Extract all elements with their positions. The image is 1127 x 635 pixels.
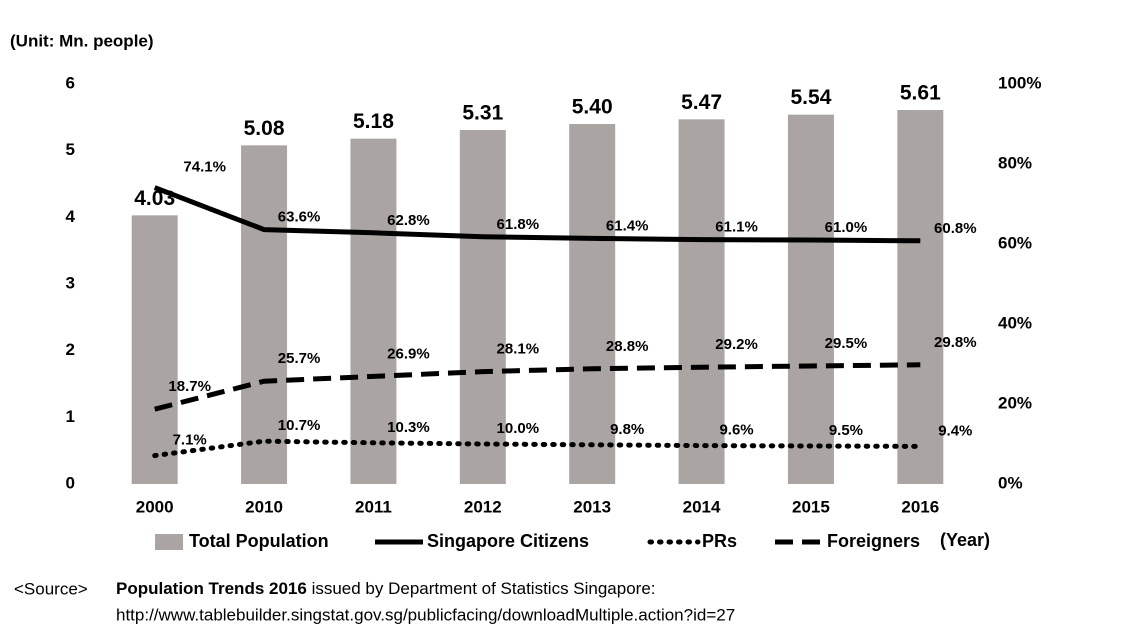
line-solid [153, 185, 921, 244]
line-value-label: 63.6% [278, 209, 321, 226]
line-dashed [154, 362, 921, 412]
y-tick-label: 6 [66, 73, 75, 92]
line-value-label: 9.6% [719, 422, 753, 439]
y2-tick-label: 40% [998, 313, 1032, 332]
line-value-label: 61.8% [497, 216, 540, 233]
bar-value-label: 5.08 [244, 117, 285, 140]
source-url: http://www.tablebuilder.singstat.gov.sg/… [116, 605, 735, 624]
y-tick-label: 4 [66, 207, 76, 226]
source-text: issued by Department of Statistics Singa… [312, 579, 656, 598]
line-value-label: 29.5% [825, 335, 868, 352]
line-value-label: 9.4% [938, 422, 972, 439]
line-value-label: 10.7% [278, 417, 321, 434]
bar-value-label: 5.18 [353, 110, 394, 133]
bar [787, 114, 834, 485]
x-tick-label: 2014 [683, 497, 721, 516]
source-line: Population Trends 2016 issued by Departm… [116, 579, 656, 598]
line-value-label: 74.1% [183, 159, 226, 176]
line-value-label: 61.0% [825, 219, 868, 236]
x-tick-label: 2016 [901, 497, 939, 516]
bar [459, 130, 506, 484]
x-tick-label: 2010 [245, 497, 283, 516]
x-axis-label: (Year) [940, 530, 990, 550]
bar-value-label: 4.03 [134, 187, 175, 210]
legend-swatch [155, 534, 183, 550]
bar [569, 124, 616, 484]
line-dotted [152, 438, 923, 459]
line-value-label: 10.3% [387, 419, 430, 436]
bar [241, 145, 288, 485]
line-value-label: 18.7% [168, 378, 211, 395]
bar [678, 119, 725, 484]
legend-label: Total Population [189, 531, 329, 551]
line-value-label: 29.8% [934, 334, 977, 351]
y2-tick-label: 20% [998, 393, 1032, 412]
line-value-label: 62.8% [387, 212, 430, 229]
bar [131, 215, 178, 485]
line-value-label: 61.4% [606, 217, 649, 234]
y-tick-label: 3 [66, 273, 75, 292]
source-prefix: <Source> [14, 579, 88, 598]
x-tick-label: 2000 [136, 497, 174, 516]
y2-tick-label: 80% [998, 153, 1032, 172]
line-value-label: 28.1% [497, 341, 540, 358]
bar-value-label: 5.61 [900, 82, 941, 105]
line-value-label: 7.1% [173, 432, 207, 449]
y2-tick-label: 100% [998, 73, 1041, 92]
line-value-label: 25.7% [278, 350, 321, 367]
line-value-label: 61.1% [715, 219, 758, 236]
line-value-label: 9.5% [829, 422, 863, 439]
bar [350, 138, 397, 484]
bar [897, 110, 944, 484]
line-value-label: 9.8% [610, 421, 644, 438]
line-value-label: 26.9% [387, 345, 430, 362]
y2-tick-label: 60% [998, 233, 1032, 252]
unit-label: (Unit: Mn. people) [10, 31, 154, 50]
legend-label: Singapore Citizens [427, 531, 589, 551]
bar-value-label: 5.31 [462, 102, 503, 125]
legend-label: Foreigners [827, 531, 920, 551]
bar-value-label: 5.54 [791, 86, 832, 109]
bar-value-label: 5.40 [572, 96, 613, 119]
legend-label: PRs [702, 531, 737, 551]
line-value-label: 29.2% [715, 336, 758, 353]
y-tick-label: 5 [66, 140, 75, 159]
line-value-label: 28.8% [606, 338, 649, 355]
x-tick-label: 2012 [464, 497, 502, 516]
x-tick-label: 2013 [573, 497, 611, 516]
x-tick-label: 2015 [792, 497, 830, 516]
y-tick-label: 2 [66, 340, 75, 359]
line-value-label: 60.8% [934, 220, 977, 237]
y-tick-label: 0 [66, 473, 75, 492]
source-title: Population Trends 2016 [116, 579, 307, 598]
y-tick-label: 1 [66, 407, 75, 426]
y2-tick-label: 0% [998, 473, 1023, 492]
bar-value-label: 5.47 [681, 91, 722, 114]
x-tick-label: 2011 [355, 497, 392, 516]
line-value-label: 10.0% [497, 420, 540, 437]
